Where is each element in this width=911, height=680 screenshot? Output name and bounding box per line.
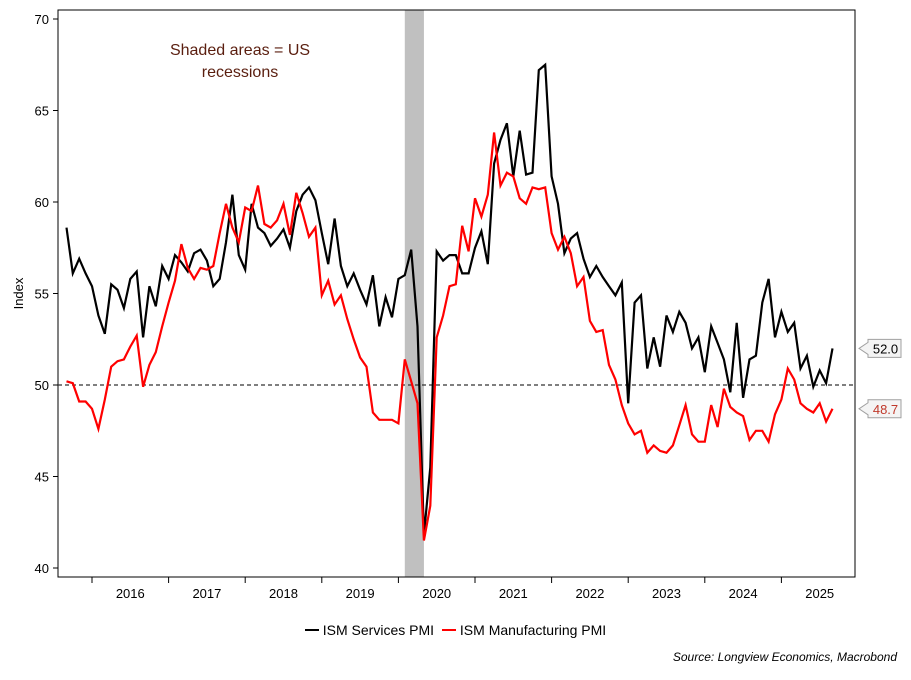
x-tick-label: 2019 bbox=[346, 586, 375, 601]
x-tick-label: 2023 bbox=[652, 586, 681, 601]
legend-item-manufacturing: ISM Manufacturing PMI bbox=[441, 622, 607, 638]
y-tick-label: 55 bbox=[35, 287, 49, 302]
source-note: Source: Longview Economics, Macrobond bbox=[672, 650, 897, 664]
x-tick-label: 2020 bbox=[422, 586, 451, 601]
y-tick-label: 45 bbox=[35, 470, 49, 485]
manufacturing-pmi-line bbox=[66, 132, 834, 541]
legend-swatch-manufacturing bbox=[441, 629, 456, 631]
x-tick-label: 2017 bbox=[192, 586, 221, 601]
recession-annotation: Shaded areas = US recessions bbox=[169, 42, 311, 81]
x-tick-label: 2021 bbox=[499, 586, 528, 601]
services-last-value-label: 52.0 bbox=[873, 341, 898, 356]
x-tick-label: 2022 bbox=[575, 586, 604, 601]
x-tick-label: 2025 bbox=[805, 586, 834, 601]
y-tick-label: 40 bbox=[35, 561, 49, 576]
x-tick-label: 2018 bbox=[269, 586, 298, 601]
legend: ISM Services PMI ISM Manufacturing PMI bbox=[0, 618, 911, 638]
y-tick-label: 65 bbox=[35, 104, 49, 119]
legend-label-manufacturing: ISM Manufacturing PMI bbox=[459, 622, 607, 638]
manufacturing-last-value-callout bbox=[858, 399, 902, 419]
legend-label-services: ISM Services PMI bbox=[322, 622, 435, 638]
x-tick-label: 2024 bbox=[729, 586, 758, 601]
manufacturing-last-value-label: 48.7 bbox=[873, 402, 898, 417]
y-axis-label: Index bbox=[11, 277, 26, 309]
legend-item-services: ISM Services PMI bbox=[304, 622, 435, 638]
legend-swatch-services bbox=[304, 629, 319, 631]
x-tick-label: 2016 bbox=[116, 586, 145, 601]
services-last-value-callout bbox=[858, 338, 902, 358]
y-tick-label: 60 bbox=[35, 195, 49, 210]
y-tick-label: 50 bbox=[35, 378, 49, 393]
plot-frame bbox=[57, 9, 856, 578]
services-pmi-line bbox=[65, 62, 834, 536]
y-tick-label: 70 bbox=[35, 12, 49, 27]
